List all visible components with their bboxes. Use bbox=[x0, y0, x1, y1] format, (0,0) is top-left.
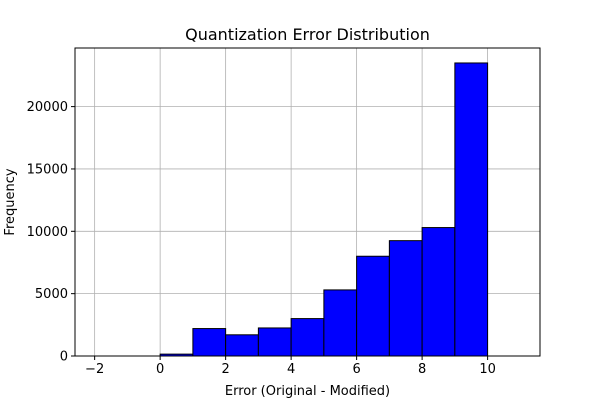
plot-frame bbox=[74, 47, 541, 357]
x-tick-label: 4 bbox=[287, 362, 295, 377]
y-axis-label: Frequency bbox=[3, 168, 18, 235]
x-tick-label: 0 bbox=[156, 362, 164, 377]
x-tick-label: 2 bbox=[221, 362, 229, 377]
y-ticks: 0 5000 10000 15000 20000 bbox=[27, 100, 75, 365]
y-tick-label: 20000 bbox=[27, 100, 68, 115]
histogram-bar bbox=[192, 328, 227, 357]
histogram-bar bbox=[454, 62, 489, 357]
histogram-bar bbox=[388, 240, 423, 357]
histogram-bar bbox=[421, 227, 456, 357]
y-tick-label: 10000 bbox=[27, 225, 68, 240]
histogram-bar bbox=[290, 318, 325, 357]
histogram-bar bbox=[257, 327, 292, 357]
x-tick-label: 10 bbox=[479, 362, 496, 377]
x-tick-label: 8 bbox=[418, 362, 426, 377]
y-tick-label: 15000 bbox=[27, 162, 68, 177]
x-ticks: −2 0 2 4 6 8 10 bbox=[85, 356, 496, 377]
x-axis-label: Error (Original - Modified) bbox=[225, 384, 390, 399]
chart-title: Quantization Error Distribution bbox=[185, 25, 430, 44]
histogram-bar bbox=[225, 334, 259, 357]
bars-layer bbox=[159, 62, 489, 357]
histogram-bar bbox=[323, 289, 358, 357]
x-tick-label: −2 bbox=[85, 362, 104, 377]
histogram-bar bbox=[356, 255, 390, 357]
x-tick-label: 6 bbox=[352, 362, 360, 377]
y-tick-label: 5000 bbox=[35, 287, 68, 302]
y-tick-label: 0 bbox=[60, 350, 68, 365]
